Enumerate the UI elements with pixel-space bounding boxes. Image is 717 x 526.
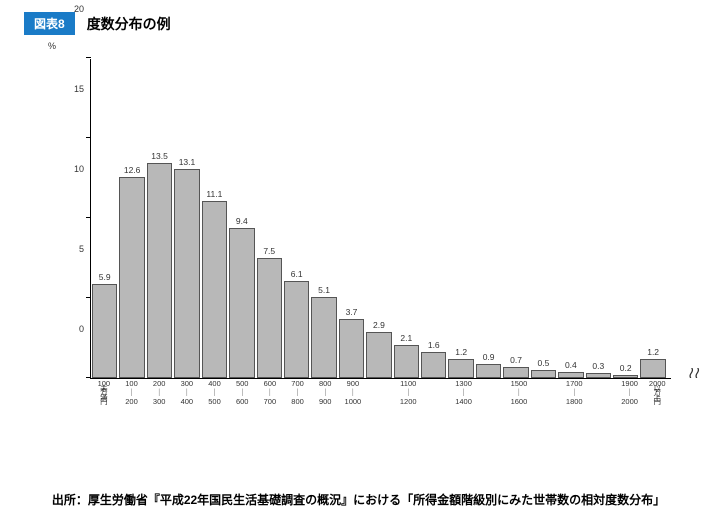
x-tick-label-extra xyxy=(284,385,312,455)
bar: 0.3 xyxy=(585,59,612,378)
bar-value-label: 0.7 xyxy=(510,355,522,365)
y-axis-unit: % xyxy=(48,41,56,51)
bar-value-label: 0.4 xyxy=(565,360,577,370)
y-tick-label: 5 xyxy=(79,244,84,254)
x-tick-label-extra xyxy=(394,385,422,455)
figure-badge: 図表8 xyxy=(24,12,75,35)
x-tick-label-extra xyxy=(367,385,395,455)
plot-area: 5.9 12.6 13.5 13.1 11.1 9.4 7.5 6.1 5.1 3.7 2.9 2.1… xyxy=(90,59,671,379)
bar-value-label: 5.1 xyxy=(318,285,330,295)
y-tick-label: 20 xyxy=(74,4,84,14)
axis-break-icon: ≀≀ xyxy=(687,363,699,383)
bar: 1.2 xyxy=(639,59,666,378)
bar: 0.9 xyxy=(475,59,502,378)
bar: 0.7 xyxy=(502,59,529,378)
bar-value-label: 1.2 xyxy=(455,347,467,357)
x-tick-label-extra xyxy=(450,385,478,455)
bar-value-label: 0.5 xyxy=(538,358,550,368)
bar: 2.9 xyxy=(365,59,392,378)
x-tick-label-extra xyxy=(256,385,284,455)
chart-title: 度数分布の例 xyxy=(87,14,171,34)
y-tick-label: 10 xyxy=(74,164,84,174)
bar: 0.4 xyxy=(557,59,584,378)
bar-value-label: 13.5 xyxy=(151,151,168,161)
x-tick-label-extra xyxy=(173,385,201,455)
bar-value-label: 6.1 xyxy=(291,269,303,279)
bar-chart: % 05101520 5.912.613.513.111.19.47.56.15… xyxy=(60,59,707,419)
x-tick-label-extra xyxy=(311,385,339,455)
bar-value-label: 7.5 xyxy=(263,246,275,256)
bar-value-label: 11.1 xyxy=(206,189,222,199)
x-tick-label-extra xyxy=(616,385,644,455)
x-tick-label-extra xyxy=(422,385,450,455)
y-tick-label: 15 xyxy=(74,84,84,94)
x-tick-label-extra xyxy=(533,385,561,455)
bar-value-label: 3.7 xyxy=(346,307,358,317)
x-tick-label-extra xyxy=(588,385,616,455)
bar-value-label: 2.9 xyxy=(373,320,385,330)
bar-value-label: 13.1 xyxy=(179,157,196,167)
bar: 9.4 xyxy=(228,59,255,378)
bar: 0.2 xyxy=(612,59,639,378)
bar: 1.6 xyxy=(420,59,447,378)
source-citation: 出所：厚生労働省『平成22年国民生活基礎調査の概況』における「所得金額階級別にみ… xyxy=(0,491,717,508)
x-tick-label-extra xyxy=(477,385,505,455)
bar: 5.9 xyxy=(91,59,118,378)
bar-value-label: 0.3 xyxy=(592,361,604,371)
bar-value-label: 0.9 xyxy=(483,352,495,362)
bar-value-label: 1.6 xyxy=(428,340,440,350)
bar-value-label: 0.2 xyxy=(620,363,632,373)
bar-value-label: 2.1 xyxy=(400,333,412,343)
bars-container: 5.9 12.6 13.5 13.1 11.1 9.4 7.5 6.1 5.1 3.7 2.9 2.1… xyxy=(91,59,671,378)
x-tick-label-extra xyxy=(118,385,146,455)
bar-value-label: 5.9 xyxy=(99,272,111,282)
bar: 13.1 xyxy=(173,59,200,378)
bar: 13.5 xyxy=(146,59,173,378)
bar: 1.2 xyxy=(447,59,474,378)
x-tick-label-extra: 未満 xyxy=(90,385,118,455)
bar: 11.1 xyxy=(201,59,228,378)
bar: 6.1 xyxy=(283,59,310,378)
bar-value-label: 1.2 xyxy=(647,347,659,357)
chart-header: 図表8 度数分布の例 xyxy=(0,0,717,43)
bar: 12.6 xyxy=(118,59,145,378)
bar-value-label: 12.6 xyxy=(124,165,141,175)
bar: 7.5 xyxy=(256,59,283,378)
x-tick-label-extra xyxy=(505,385,533,455)
bar: 3.7 xyxy=(338,59,365,378)
bar: 5.1 xyxy=(310,59,337,378)
x-tick-label-extra: 以上 xyxy=(643,385,671,455)
bar: 2.1 xyxy=(393,59,420,378)
y-axis: 05101520 xyxy=(60,59,88,379)
x-tick-label-extra xyxy=(339,385,367,455)
y-tick-label: 0 xyxy=(79,324,84,334)
x-tick-label-extra xyxy=(228,385,256,455)
bar-value-label: 9.4 xyxy=(236,216,248,226)
x-tick-label-extra xyxy=(560,385,588,455)
x-tick-label-extra xyxy=(201,385,229,455)
x-tick-label-extra xyxy=(145,385,173,455)
bar: 0.5 xyxy=(530,59,557,378)
x-axis-labels-extra: 未満 以上 xyxy=(90,385,671,455)
